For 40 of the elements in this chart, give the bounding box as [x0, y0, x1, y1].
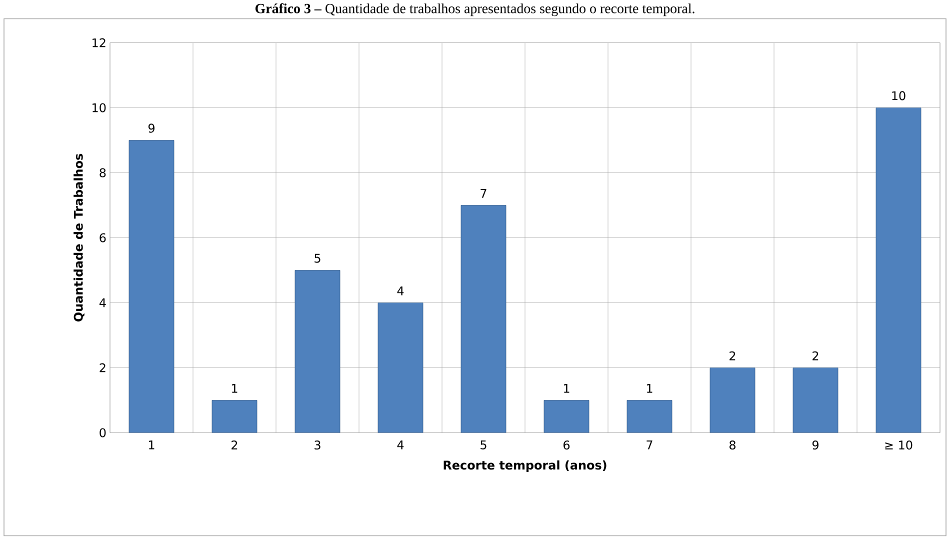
y-tick-label: 10: [92, 103, 106, 112]
y-tick-label: 4: [99, 298, 106, 308]
y-tick-label: 12: [92, 38, 106, 48]
bar: [212, 400, 258, 433]
x-tick-label: 4: [397, 440, 404, 450]
bar: [626, 400, 672, 433]
x-tick-label: 9: [812, 440, 818, 450]
data-label: 2: [812, 351, 818, 360]
bar: [710, 368, 756, 433]
data-label: 7: [480, 189, 486, 198]
x-tick-label: 5: [480, 440, 486, 450]
data-label: 10: [892, 91, 906, 100]
x-tick-label: 3: [314, 440, 320, 450]
data-label: 9: [148, 124, 154, 133]
x-tick-label: 1: [149, 440, 154, 450]
bar: [544, 400, 590, 433]
x-tick-label: 7: [646, 440, 652, 450]
y-tick-label: 0: [100, 428, 106, 438]
x-axis-title: Recorte temporal (anos): [444, 460, 606, 472]
x-tick-label: 6: [564, 440, 570, 450]
bar: [294, 270, 340, 433]
y-tick-label: 6: [100, 233, 106, 242]
x-tick-label: 8: [730, 440, 736, 450]
data-label: 2: [730, 351, 736, 360]
data-label: 4: [397, 286, 404, 296]
x-tick-label: ≥ 10: [885, 440, 912, 450]
x-tick-label: 2: [232, 440, 238, 450]
data-label: 1: [564, 384, 570, 393]
bar: [378, 302, 424, 433]
bar: [876, 108, 922, 433]
y-tick-label: 8: [100, 168, 106, 178]
bar: [792, 368, 838, 433]
bar: [128, 140, 174, 433]
data-label: 5: [314, 254, 320, 263]
y-axis-title: Quantidade de Trabalhos: [74, 154, 84, 322]
data-label: 1: [232, 384, 238, 393]
bar: [460, 205, 506, 433]
y-tick-label: 2: [100, 363, 106, 372]
data-label: 1: [647, 384, 652, 393]
chart-title: Gráfico 3 – Quantidade de trabalhos apresentados segundo o recorte temporal.: [255, 3, 694, 16]
